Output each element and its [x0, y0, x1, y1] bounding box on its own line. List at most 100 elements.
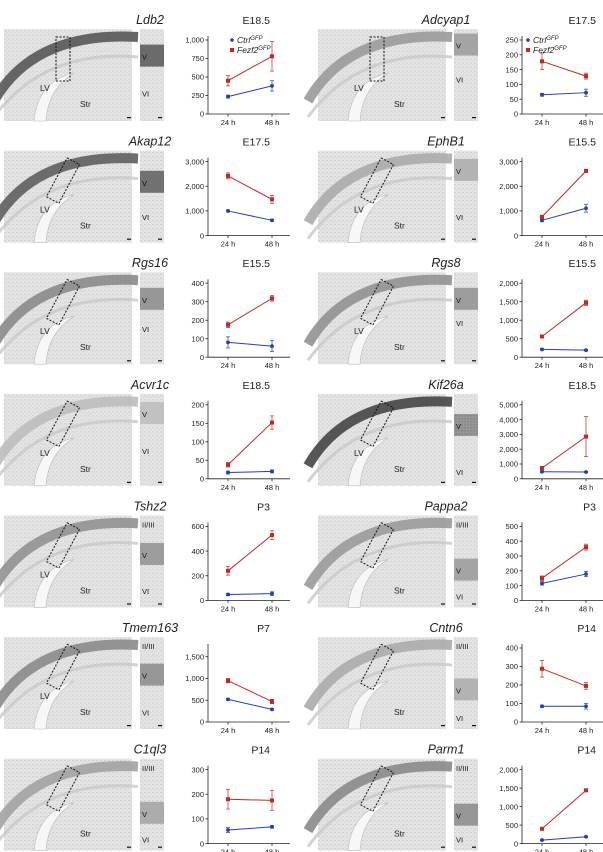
lateral-ventricle [33, 315, 75, 365]
roi-box [45, 157, 81, 204]
layer-label: VI [456, 592, 463, 601]
y-tick-label: 500 [505, 334, 518, 343]
x-tick-label: 48 h [265, 483, 280, 492]
data-point [540, 59, 544, 64]
y-tick-label: 100 [191, 815, 204, 824]
cortex-zoom-strip: II/III V VI [454, 515, 478, 608]
region-label-lv: LV [40, 205, 50, 215]
y-tick-label: 200 [191, 790, 204, 799]
data-point [270, 699, 274, 704]
region-label-lv: LV [354, 326, 364, 336]
series-fezf2 [226, 41, 274, 87]
series-ctrl [226, 824, 274, 833]
layer-v-band [140, 801, 164, 824]
brain-section-image: LV Str [0, 272, 139, 365]
region-label-str: Str [394, 99, 405, 109]
y-tick-label: 0 [200, 231, 204, 240]
series-fezf2 [226, 530, 274, 576]
series-line [227, 593, 273, 595]
data-point [226, 78, 230, 83]
layer-v-band [454, 33, 478, 56]
cortex-zoom-strip: V VI [140, 29, 164, 121]
layer-label: VI [142, 587, 149, 596]
x-tick-label: 24 h [221, 118, 236, 127]
roi-box [369, 36, 385, 82]
layer-label: V [142, 410, 147, 419]
scale-bar [127, 846, 131, 848]
data-point [226, 678, 230, 683]
gene-title: Acvr1c [130, 378, 170, 392]
white-matter-line [306, 54, 453, 118]
series-line [541, 170, 587, 218]
y-tick-label: 300 [191, 765, 204, 774]
brain-section-image: LV Str [303, 393, 453, 487]
cortex-zoom-strip: II/III V VI [454, 637, 478, 729]
strip-background [454, 272, 478, 365]
y-tick-label: 200 [191, 316, 204, 325]
y-tick-label: 200 [505, 681, 518, 690]
cortex-zoom-strip: II/III V VI [140, 637, 164, 729]
region-label-str: Str [394, 464, 405, 474]
series-fezf2 [226, 295, 274, 328]
y-tick-label: 150 [505, 65, 518, 74]
strip-scale-bar [158, 846, 162, 848]
x-tick-label: 48 h [579, 483, 594, 492]
y-tick-label: 1,000 [185, 674, 204, 683]
y-tick-label: 0 [514, 231, 518, 240]
region-label-str: Str [394, 585, 405, 595]
layer-label: VI [456, 213, 463, 222]
lateral-ventricle [347, 437, 389, 487]
brain-section-image: LV Str [0, 637, 139, 730]
layer-v-band [454, 158, 478, 181]
y-tick-label: 0 [200, 110, 204, 119]
expression-chart: 100 200 300 400 0 24 h 48 h [505, 644, 603, 735]
series-line [227, 341, 273, 347]
cortex-zoom-strip: V VI [140, 272, 164, 365]
data-point [270, 533, 274, 538]
expression-chart: 100 200 300 0 24 h 48 h [191, 765, 290, 852]
x-tick-label: 48 h [265, 240, 280, 249]
y-tick-label: 1,000 [185, 207, 204, 216]
x-tick-label: 24 h [221, 604, 236, 613]
data-point [540, 826, 544, 831]
x-tick-label: 48 h [579, 361, 594, 370]
series-ctrl [540, 703, 588, 710]
strip-scale-bar [472, 360, 476, 362]
y-tick-label: 500 [505, 821, 518, 830]
series-line [541, 573, 587, 584]
x-tick-label: 48 h [265, 604, 280, 613]
strip-background [140, 150, 164, 243]
data-point [540, 92, 544, 97]
expression-chart: 100 200 300 400 500 0 24 h 48 h [505, 522, 603, 613]
x-tick-label: 48 h [579, 604, 594, 613]
legend-superscript: GFP [554, 46, 566, 52]
region-label-lv: LV [354, 448, 364, 458]
y-tick-label: 200 [191, 401, 204, 410]
data-point [270, 420, 274, 425]
expression-chart: 500 1,000 1,500 2,000 0 24 h 48 h [499, 765, 603, 852]
y-tick-label: 100 [505, 80, 518, 89]
y-tick-label: 100 [505, 699, 518, 708]
lateral-ventricle [33, 437, 75, 487]
data-point [226, 797, 230, 802]
strip-scale-bar [472, 481, 476, 483]
stage-label: P7 [257, 623, 270, 635]
region-label-lv: LV [354, 205, 364, 215]
series-line [227, 297, 273, 326]
x-tick-label: 24 h [535, 483, 550, 492]
layer-label: V [456, 167, 461, 176]
expression-chart: 500 1,000 1,500 2,000 0 24 h 48 h [499, 279, 603, 370]
lateral-ventricle [33, 680, 75, 730]
region-label-lv: LV [40, 326, 50, 336]
y-tick-label: 300 [505, 662, 518, 671]
data-point [540, 334, 544, 339]
strip-scale-bar [472, 603, 476, 605]
y-tick-label: 100 [191, 438, 204, 447]
panel-akap12: Akap12 E17.5 LV Str V VI 1,000 2,000 3,000 0 24 h 4… [0, 135, 290, 249]
legend-label-fezf2: Fezf2GFP [237, 45, 271, 55]
x-tick-label: 24 h [221, 240, 236, 249]
layer-label: V [456, 567, 461, 576]
region-label-lv: LV [40, 569, 50, 579]
x-tick-label: 24 h [221, 361, 236, 370]
data-point [270, 344, 274, 348]
